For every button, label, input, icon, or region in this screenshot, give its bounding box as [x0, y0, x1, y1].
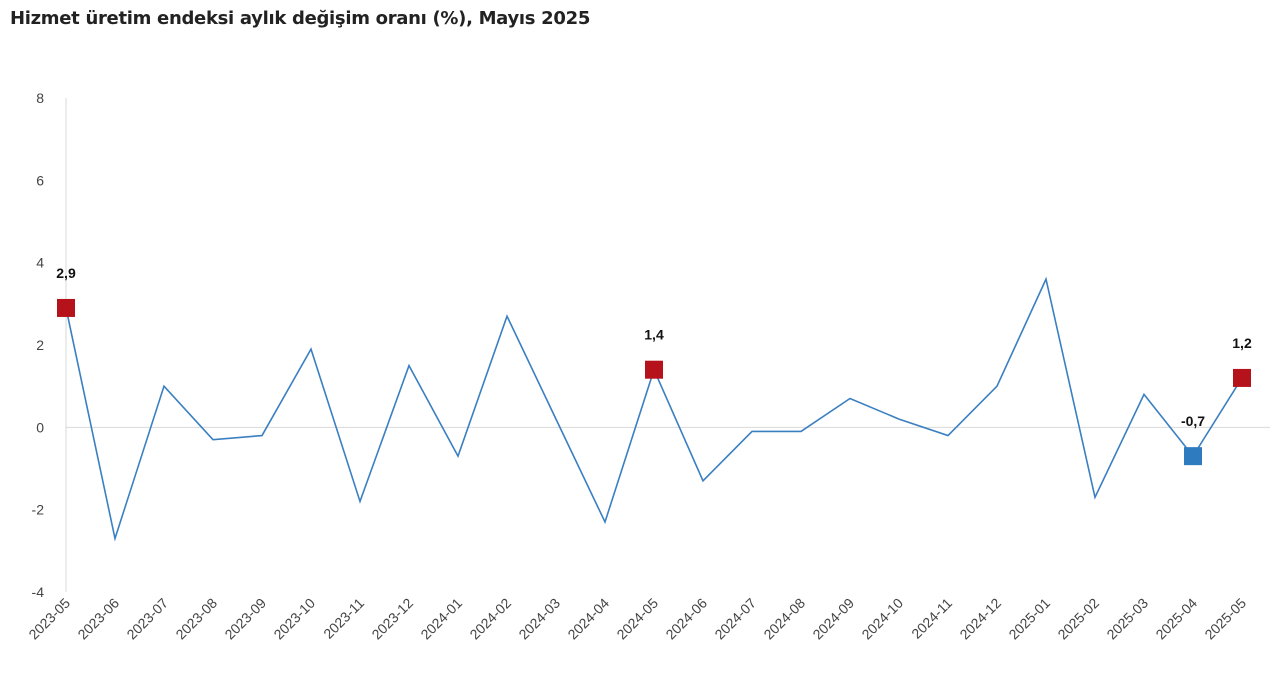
- data-label: 2,9: [56, 265, 76, 281]
- highlight-marker: [1233, 368, 1251, 387]
- x-tick-label: 2024-12: [956, 595, 1004, 643]
- y-tick-label: 4: [36, 255, 44, 271]
- x-tick-label: 2023-06: [74, 595, 122, 643]
- x-tick-label: 2023-12: [368, 595, 416, 643]
- x-tick-label: 2024-02: [466, 595, 514, 643]
- x-tick-label: 2023-08: [172, 595, 220, 643]
- x-tick-label: 2025-01: [1005, 595, 1053, 643]
- x-tick-label: 2024-10: [858, 595, 906, 643]
- y-tick-label: 6: [36, 172, 44, 188]
- x-tick-label: 2024-06: [662, 595, 710, 643]
- x-tick-label: 2024-01: [417, 595, 465, 643]
- x-tick-label: 2023-09: [221, 595, 269, 643]
- x-tick-label: 2023-07: [123, 595, 171, 643]
- x-tick-label: 2025-03: [1103, 595, 1151, 643]
- x-tick-label: 2024-11: [908, 595, 955, 642]
- highlight-marker: [1184, 447, 1202, 466]
- series-line: [65, 276, 1243, 542]
- y-tick-label: -2: [32, 502, 45, 518]
- data-label: -0,7: [1181, 413, 1205, 429]
- highlight-marker: [57, 298, 75, 317]
- x-tick-label: 2024-08: [760, 595, 808, 643]
- y-tick-label: -4: [32, 584, 45, 600]
- x-tick-label: 2025-02: [1054, 595, 1102, 643]
- x-tick-label: 2023-10: [270, 595, 318, 643]
- x-tick-label: 2024-05: [613, 595, 661, 643]
- x-tick-label: 2025-05: [1201, 595, 1249, 643]
- y-tick-label: 0: [36, 419, 44, 435]
- data-label: 1,4: [644, 327, 664, 343]
- highlight-marker: [645, 360, 663, 379]
- x-tick-label: 2024-04: [564, 595, 612, 643]
- x-tick-label: 2025-04: [1152, 595, 1200, 643]
- x-tick-label: 2023-11: [320, 595, 367, 642]
- x-tick-label: 2023-05: [25, 595, 73, 643]
- x-tick-label: 2024-09: [809, 595, 857, 643]
- data-label: 1,2: [1232, 335, 1252, 351]
- x-tick-label: 2024-03: [515, 595, 563, 643]
- y-tick-label: 2: [36, 337, 44, 353]
- chart-title: Hizmet üretim endeksi aylık değişim oran…: [10, 8, 591, 29]
- y-tick-label: 8: [36, 90, 44, 106]
- x-tick-label: 2024-07: [711, 595, 759, 643]
